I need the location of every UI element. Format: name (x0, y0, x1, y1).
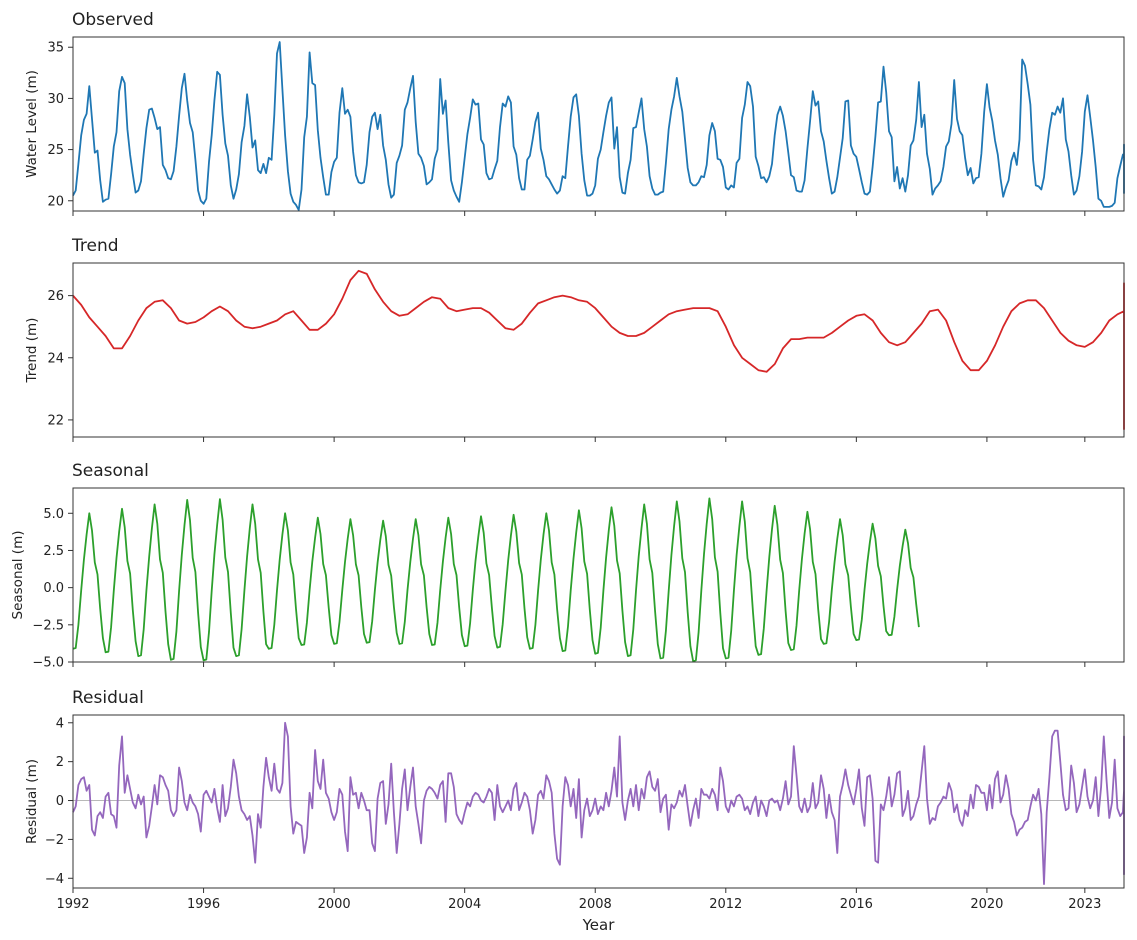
panel-trend: Trend Trend (m) 22 24 26 (24, 236, 1125, 442)
plot-frame (72, 262, 1125, 438)
y-tick-label: −5.0 (32, 656, 64, 671)
x-tick-label: 2012 (709, 897, 742, 912)
y-tick-label: 4 (56, 716, 64, 731)
series-line-residual (72, 721, 1125, 885)
y-tick-label: 2 (56, 755, 64, 770)
y-tick-label: 5.0 (43, 507, 64, 522)
x-tick-label: 1996 (187, 897, 220, 912)
y-tick-label: 22 (47, 413, 64, 428)
panel-residual: Residual Residual (m) −4 −2 0 2 4 1992 1996 2000 2… (24, 688, 1125, 912)
series-line-trend (72, 269, 1125, 431)
panel-title: Trend (71, 236, 119, 256)
y-tick-label: 24 (47, 351, 64, 366)
plot-frame (72, 714, 1125, 889)
y-tick-label: 35 (47, 41, 64, 56)
x-axis-label: Year (582, 916, 616, 934)
series-line-observed (72, 41, 1125, 211)
panel-title: Residual (72, 688, 144, 708)
y-axis-label: Water Level (m) (24, 70, 40, 178)
y-tick-label: −4 (45, 872, 64, 887)
x-tick-label: 1992 (56, 897, 89, 912)
x-tick-label: 2016 (840, 897, 873, 912)
panel-seasonal: Seasonal Seasonal (m) −5.0 −2.5 0.0 2.5 5.0 (10, 461, 1125, 671)
panel-title: Observed (72, 10, 154, 30)
y-tick-label: 30 (47, 92, 64, 107)
y-tick-label: 0.0 (43, 581, 64, 596)
x-tick-label: 2000 (318, 897, 351, 912)
y-tick-label: 26 (47, 289, 64, 304)
x-tick-label: 2023 (1068, 897, 1101, 912)
x-tick-label: 2004 (448, 897, 481, 912)
y-tick-label: −2 (45, 833, 64, 848)
x-tick-label: 2008 (579, 897, 612, 912)
y-tick-label: 20 (47, 194, 64, 209)
series-line-seasonal (72, 497, 920, 662)
y-axis-label: Residual (m) (24, 759, 40, 844)
panel-title: Seasonal (72, 461, 149, 481)
x-tick-label: 2020 (970, 897, 1003, 912)
y-tick-label: 25 (47, 143, 64, 158)
y-tick-label: 0 (56, 794, 64, 809)
y-axis-label: Seasonal (m) (10, 531, 26, 620)
plot-frame (72, 487, 1125, 663)
y-axis-label: Trend (m) (24, 318, 40, 384)
y-tick-label: −2.5 (32, 618, 64, 633)
panel-observed: Observed Water Level (m) 20 25 30 35 (24, 10, 1125, 216)
y-tick-label: 2.5 (43, 544, 64, 559)
plot-frame (72, 36, 1125, 212)
